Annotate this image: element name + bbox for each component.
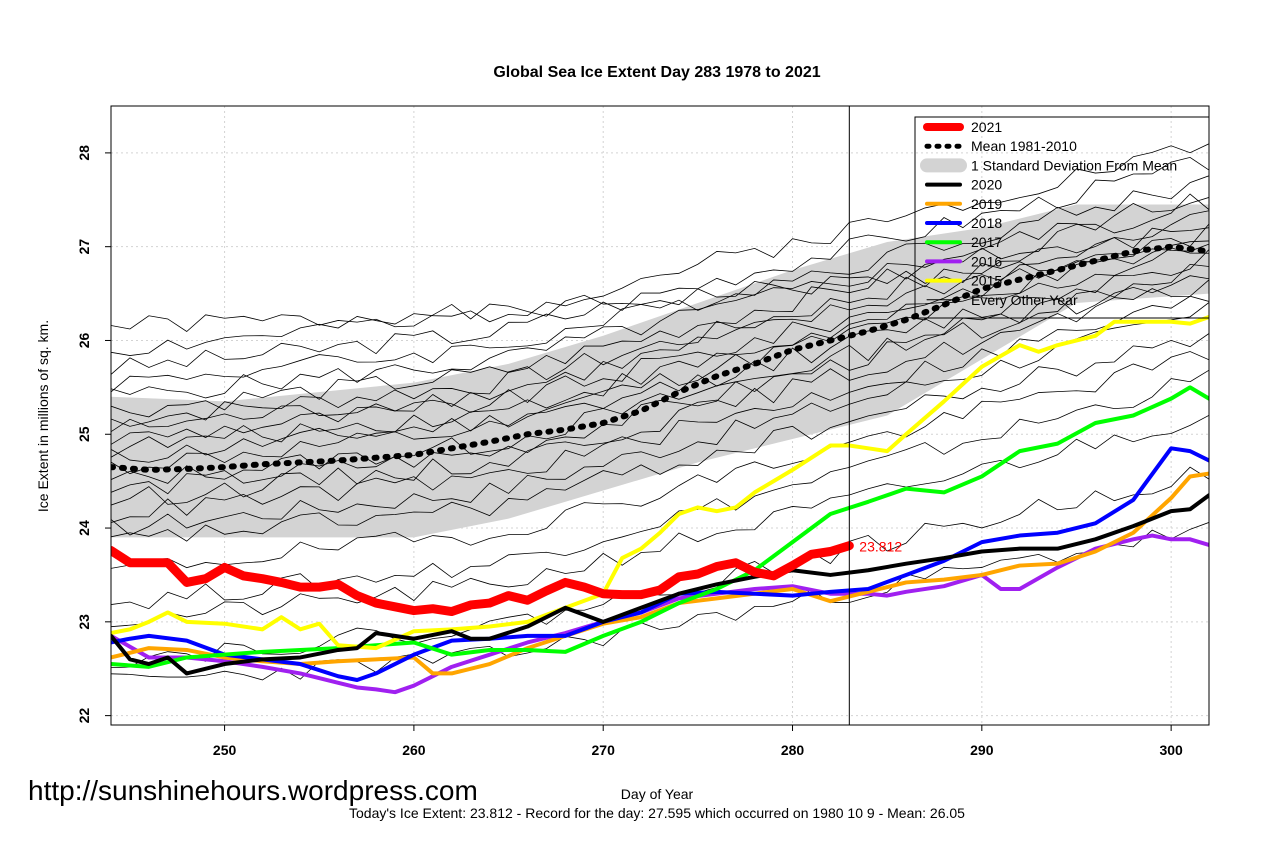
- legend-label: 2015: [971, 273, 1002, 289]
- legend-label: 2016: [971, 253, 1002, 269]
- series-line-2020: [111, 493, 1209, 676]
- background-year-line: [111, 414, 1209, 628]
- background-year-line: [111, 175, 1209, 393]
- y-tick-label: 25: [76, 426, 92, 442]
- footer-stats: Today's Ice Extent: 23.812 - Record for …: [349, 805, 965, 821]
- background-year-line: [111, 351, 1209, 569]
- background-year-line: [111, 522, 1209, 681]
- series-line-2021: [111, 541, 854, 617]
- series-line-mean-1981-2010: [111, 243, 1209, 473]
- legend-box: [914, 116, 1210, 319]
- background-year-line: [111, 240, 1209, 458]
- background-year-line: [111, 197, 1209, 399]
- x-tick-label: 300: [1159, 742, 1183, 758]
- background-year-line: [111, 223, 1209, 445]
- legend-label: 2020: [971, 177, 1002, 193]
- x-tick-label: 280: [781, 742, 805, 758]
- current-value-label: 23.812: [859, 539, 902, 555]
- background-year-line: [111, 295, 1209, 523]
- y-tick-label: 23: [76, 614, 92, 630]
- background-year-line: [111, 247, 1209, 463]
- x-tick-label: 260: [402, 742, 426, 758]
- background-year-line: [111, 369, 1209, 610]
- series-line-2015: [111, 315, 1209, 651]
- y-tick-label: 26: [76, 332, 92, 348]
- y-tick-label: 27: [76, 239, 92, 255]
- background-year-line: [111, 275, 1209, 495]
- y-tick-label: 22: [76, 708, 92, 724]
- background-year-line: [111, 249, 1209, 475]
- legend-label: 2021: [971, 119, 1002, 135]
- annotation-layer: 23.812: [859, 539, 902, 555]
- series-line-2017: [111, 385, 1209, 669]
- legend-label: Every Other Year: [971, 292, 1078, 308]
- background-year-line: [111, 302, 1209, 536]
- x-tick-label: 290: [970, 742, 994, 758]
- background-year-line: [111, 156, 1209, 375]
- legend-label: Mean 1981-2010: [971, 138, 1077, 154]
- series-layer: [111, 243, 1209, 695]
- background-year-line: [111, 193, 1209, 418]
- legend-label: 1 Standard Deviation From Mean: [971, 157, 1177, 173]
- background-year-line: [111, 227, 1209, 433]
- legend: 2021 Mean 1981-2010 1 Standard Deviation F…: [914, 116, 1210, 319]
- x-axis-label: Day of Year: [621, 786, 694, 802]
- legend-label: 2017: [971, 234, 1002, 250]
- y-tick-label: 28: [76, 145, 92, 161]
- axis-layer: 250 260 270 280 290 300 22 23 24 25 26 27 28: [76, 145, 1183, 758]
- x-tick-label: 250: [213, 742, 237, 758]
- background-year-line: [111, 263, 1209, 484]
- y-axis-label: Ice Extent in millions of sq. km.: [35, 320, 51, 512]
- background-year-line: [111, 279, 1209, 506]
- background-years-layer: [111, 143, 1209, 681]
- chart-title: Global Sea Ice Extent Day 283 1978 to 20…: [493, 64, 820, 81]
- legend-label: 2018: [971, 215, 1002, 231]
- legend-label: 2019: [971, 196, 1002, 212]
- plot-frame: [110, 105, 1210, 726]
- background-year-line: [111, 143, 1209, 356]
- x-tick-label: 270: [592, 742, 616, 758]
- background-year-line: [111, 210, 1209, 427]
- background-year-line: [111, 466, 1209, 669]
- watermark-url: http://sunshinehours.wordpress.com: [28, 775, 478, 806]
- series-line-2019: [111, 471, 1209, 676]
- series-line-2018: [111, 446, 1209, 682]
- y-tick-label: 24: [76, 520, 92, 536]
- background-year-line: [111, 333, 1209, 542]
